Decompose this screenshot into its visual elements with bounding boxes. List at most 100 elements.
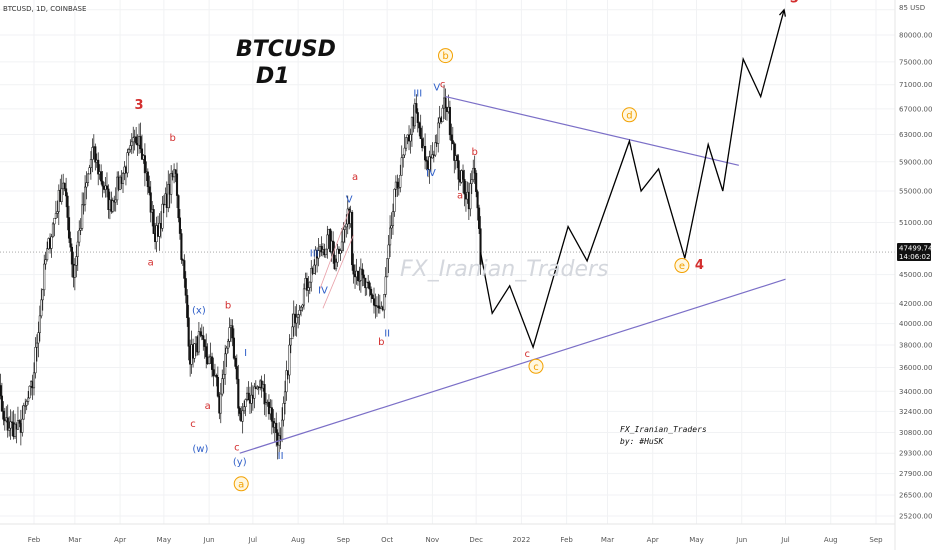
candle-body [431,154,434,159]
candle-body [362,274,365,279]
price-tick-label: 51000.00 [899,219,932,227]
wave-label: b [169,133,175,144]
candle-body [121,173,125,184]
time-tick-label: Sep [869,536,883,544]
wave-label-circle [438,48,454,64]
candle-body [275,422,278,434]
candle-body [38,315,41,333]
price-tick-label: 80000.00 [899,32,932,40]
candle-body [415,103,418,113]
wave-label: c [190,419,196,430]
trendline-small-channel-top [319,210,350,289]
candle-body [456,155,459,161]
price-tick-label: 34000.00 [899,388,932,396]
candle-body [409,134,412,142]
wave-label: II [384,328,390,339]
candle-body [97,159,100,175]
wave-label: c [524,349,530,360]
candle-body [224,353,227,375]
projection-arrowhead [778,8,787,17]
candle-body [146,171,149,188]
candle-body [22,405,25,420]
candle-body [202,335,205,340]
candle-body [257,386,260,389]
candle-body [89,159,92,168]
wave-label: IV [426,168,436,179]
candle-body [32,372,36,389]
candle-body [434,142,437,156]
wave-label: (w) [192,444,208,455]
candle-body [384,276,387,295]
time-tick-label: Nov [426,536,440,544]
candle-body [421,138,424,149]
candle-body [370,288,373,296]
candle-body [13,423,17,437]
candle-body [244,399,247,408]
candle-body [149,192,152,213]
candle-body [175,173,179,196]
wave-label: c [234,442,240,453]
candle-body [35,342,38,348]
time-tick-label: Feb [560,536,573,544]
candle-body [305,278,308,291]
time-tick-label: Feb [28,536,41,544]
trendline-small-channel-bottom [322,234,354,309]
price-tick-label: 29300.00 [899,450,932,458]
wave-projection[interactable] [479,8,787,350]
candle-countdown: 14:06:02 [899,253,930,261]
wave-label: (x) [192,305,206,316]
candle-body [308,281,311,288]
candle-body [336,248,339,263]
wave-label: d [626,110,632,121]
candle-body [418,122,421,129]
price-tick-label: 36000.00 [899,364,932,372]
candle-body [44,259,47,265]
candle-body [250,394,253,404]
candle-body [232,337,235,359]
wave-label: IV [318,286,328,297]
candle-body [413,103,416,127]
wave-label: 4 [695,258,704,273]
time-axis[interactable]: Feb Mar Apr May Jun Jul Aug Sep Oct Nov Dec 2022 Feb… [0,523,895,544]
candle-body [289,338,292,346]
candle-body [345,223,348,228]
price-badge-bg [897,243,931,262]
candle-body [78,230,81,243]
price-tick-label: 67000.00 [899,105,932,113]
candle-body [222,374,225,379]
price-tick-label: 26500.00 [899,492,932,500]
price-axis[interactable]: 85 USD 80000.00 75000.00 71000.00 67000.00 63… [894,0,932,550]
candle-body [127,149,130,153]
wave-label-circle [233,476,249,492]
price-tick-label: 25200.00 [899,513,932,521]
candle-body [24,405,27,407]
candle-body [140,148,144,160]
candle-body [216,376,219,397]
candle-body [143,155,146,174]
candle-body [365,281,368,289]
candle-body [105,185,109,190]
time-tick-label: Mar [601,536,614,544]
candle-body [301,304,304,308]
candle-body [63,182,66,189]
candle-body [215,375,218,378]
candle-body [193,343,196,359]
credit-line-2: by: #HuSK [620,437,665,446]
candle-body [461,170,465,180]
candle-body [84,186,87,205]
candle-body [478,207,481,229]
price-tick-label: 71000.00 [899,81,932,89]
candle-body [234,357,237,367]
wave-label: c [533,362,539,373]
price-tick-label: 42000.00 [899,300,932,308]
candle-body [91,147,94,160]
wave-label: a [238,479,244,490]
candle-body [199,331,202,336]
candle-body [225,347,228,355]
candle-body [8,427,11,431]
candle-body [107,188,110,210]
trendlines[interactable] [239,96,786,454]
time-tick-label: Oct [381,536,393,544]
candle-body [416,112,419,123]
